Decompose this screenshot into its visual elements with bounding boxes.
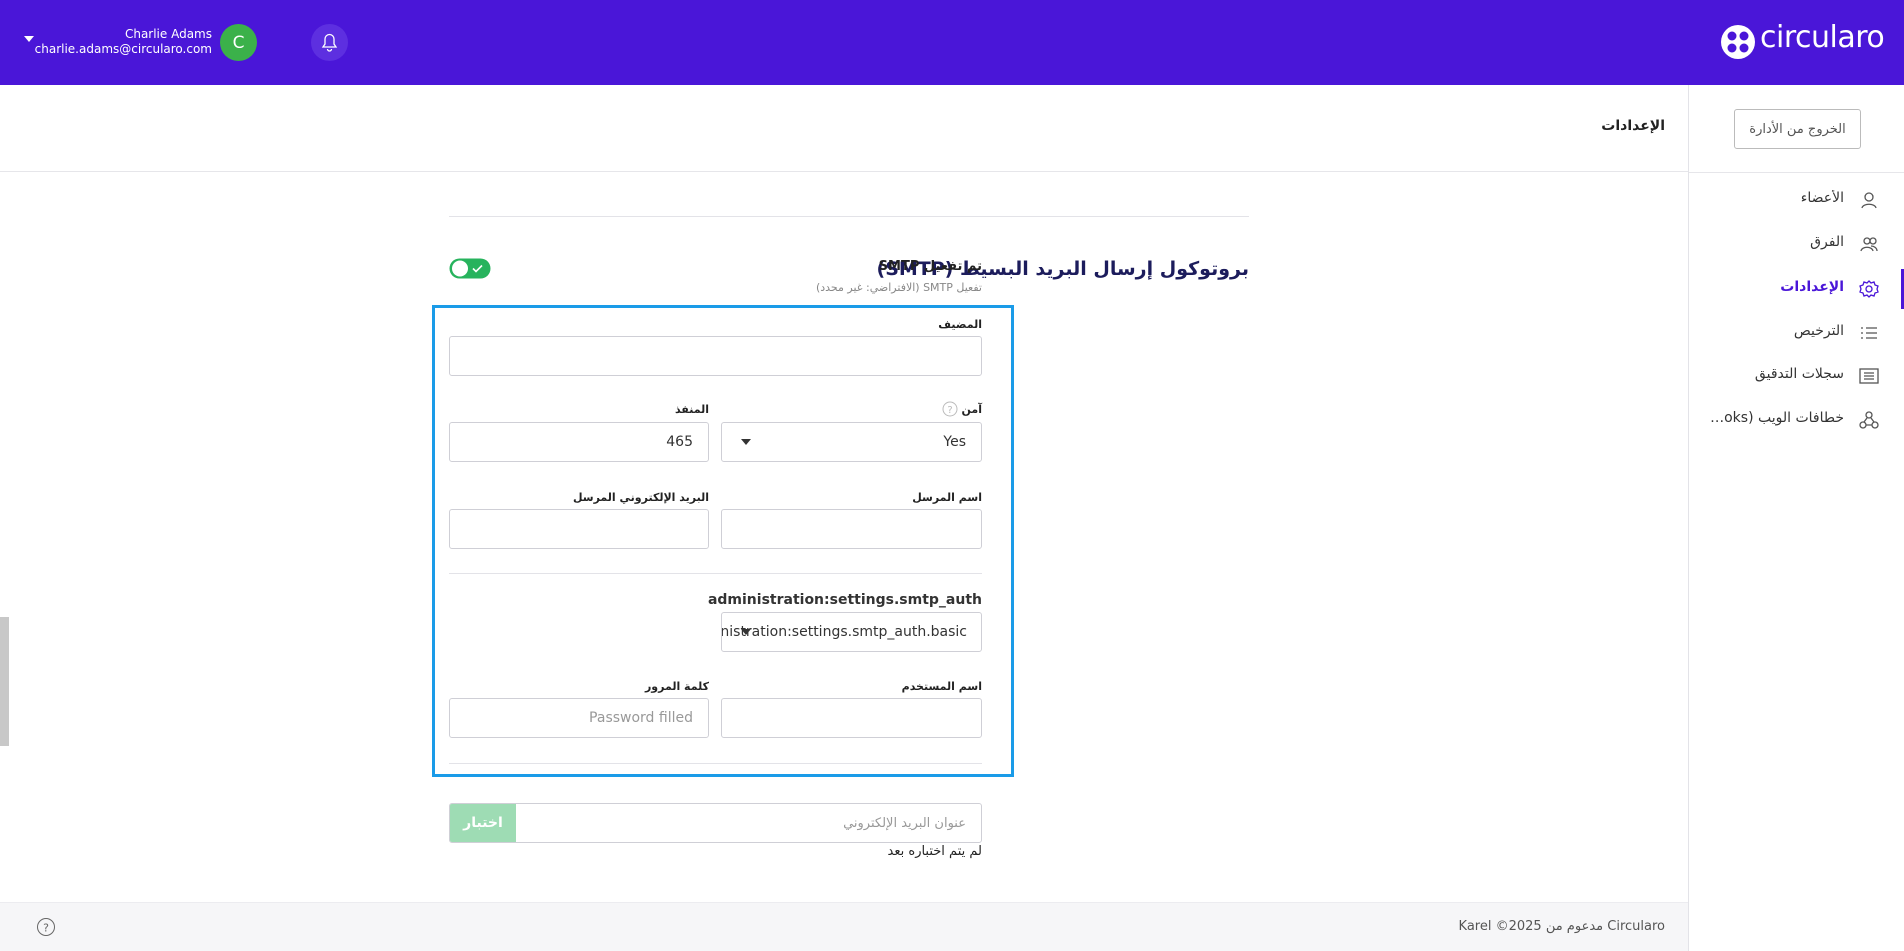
password-label: كلمة المرور	[644, 680, 709, 693]
nav-icon	[1861, 192, 1877, 209]
toggle-label: تم تفعيل SMTP	[878, 259, 982, 274]
scrollbar	[0, 617, 9, 746]
test-status: لم يتم اختباره بعد	[887, 844, 982, 859]
port-input[interactable]: 465	[449, 422, 709, 462]
nav-icon	[1860, 237, 1878, 252]
highlight-box	[432, 305, 1014, 777]
notifications[interactable]	[311, 24, 348, 61]
nav-item[interactable]: الأعضاء	[1800, 190, 1844, 206]
username-input[interactable]	[721, 698, 982, 738]
auth-select[interactable]: administration:settings.smtp_auth.basic	[721, 612, 982, 652]
secure-select[interactable]: Yes	[721, 422, 982, 462]
divider	[449, 573, 982, 574]
secure-label: آمن	[961, 403, 982, 416]
host-input[interactable]	[449, 336, 982, 376]
user-info[interactable]: Charlie Adams charlie.adams@circularo.co…	[35, 27, 212, 57]
port-label: المنفذ	[674, 403, 709, 416]
test-email-placeholder: عنوان البريد الإلكتروني	[843, 815, 966, 831]
sender-name-label: اسم المرسل	[912, 491, 982, 504]
section-title: بروتوكول إرسال البريد البسيط (SMTP)	[876, 258, 1250, 280]
test-button[interactable]: اختبار	[450, 804, 516, 842]
sender-name-input[interactable]	[721, 509, 982, 549]
user-name: Charlie Adams	[124, 27, 212, 41]
test-email-input[interactable]: عنوان البريد الإلكتروني	[449, 803, 982, 843]
nav-icon	[1859, 368, 1879, 384]
password-input[interactable]: Password filled	[449, 698, 709, 738]
sender-email-label: البريد الإلكتروني المرسل	[572, 491, 709, 504]
help-icon[interactable]: ?	[942, 401, 958, 417]
sidebar-divider	[1689, 172, 1904, 173]
logo-icon	[1721, 25, 1755, 59]
sidebar: الخروج من الأدارة	[1688, 85, 1904, 951]
user-menu-caret[interactable]	[24, 36, 34, 42]
divider	[449, 216, 1249, 217]
nav-item[interactable]: خطافات الويب (Webhooks)	[1704, 410, 1844, 426]
password-placeholder: Password filled	[589, 710, 693, 726]
auth-value: administration:settings.smtp_auth.basic	[721, 624, 967, 640]
avatar[interactable]: C	[220, 24, 257, 61]
sender-email-input[interactable]	[449, 509, 709, 549]
footer-text: Circularo مدعوم من Karel ©2025	[1458, 919, 1665, 934]
exit-admin-button[interactable]: الخروج من الأدارة	[1734, 109, 1861, 149]
toggle-hint: تفعيل SMTP (الافتراضي: غير محدد)	[815, 281, 982, 294]
nav-item[interactable]: الإعدادات	[1780, 279, 1844, 295]
active-indicator	[1901, 269, 1904, 309]
nav-icon	[1861, 327, 1877, 339]
secure-value: Yes	[943, 434, 966, 450]
footer: ? Circularo مدعوم من Karel ©2025	[0, 902, 1688, 951]
host-label: المضيف	[938, 318, 982, 331]
nav-icon	[1859, 280, 1879, 298]
auth-label: administration:settings.smtp_auth	[707, 592, 982, 608]
divider	[449, 763, 982, 764]
select-caret	[741, 439, 751, 445]
username-label: اسم المستخدم	[901, 680, 982, 693]
nav-item[interactable]: الفرق	[1810, 234, 1844, 250]
help-icon[interactable]: ?	[36, 917, 56, 937]
svg-text:?: ?	[43, 922, 49, 935]
nav-item[interactable]: سجلات التدقيق	[1754, 366, 1844, 382]
header: Charlie Adams charlie.adams@circularo.co…	[0, 0, 1904, 85]
port-value: 465	[666, 434, 693, 450]
nav-icon	[1859, 411, 1879, 429]
user-email: charlie.adams@circularo.com	[34, 42, 212, 56]
nav-item[interactable]: الترخيص	[1793, 323, 1844, 339]
page-title: الإعدادات	[1601, 118, 1665, 134]
topbar: الإعدادات	[0, 85, 1688, 172]
select-caret	[741, 629, 751, 635]
svg-text:?: ?	[947, 405, 952, 416]
logo-text: circularo	[1760, 20, 1885, 55]
smtp-toggle[interactable]	[449, 258, 491, 279]
